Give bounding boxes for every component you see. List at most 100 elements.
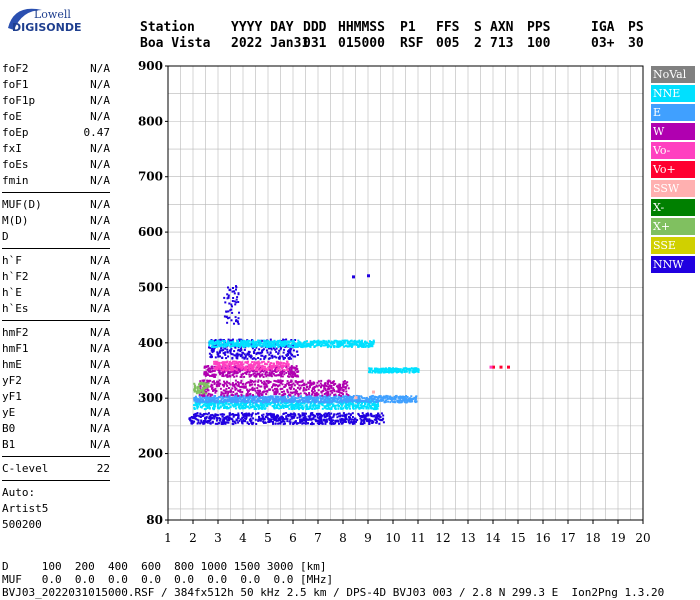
echo-point-e	[337, 396, 340, 399]
echo-point-nnw	[227, 338, 230, 341]
echo-point-x	[201, 392, 204, 395]
echo-point-vo	[241, 361, 244, 364]
echo-point-nne	[258, 343, 261, 345]
echo-point-w	[331, 382, 334, 385]
echo-point-nnw	[282, 420, 285, 423]
echo-point-w	[299, 387, 302, 389]
echo-point-w	[313, 387, 316, 390]
echo-point-w	[203, 379, 206, 382]
echo-point-vo	[272, 362, 275, 365]
echo-point-nnw	[303, 419, 306, 422]
echo-point-e	[199, 395, 201, 398]
echo-point-vo	[233, 364, 236, 367]
param-row: fxI N/A	[2, 141, 110, 157]
echo-point-nne	[284, 402, 286, 405]
echo-point-nnw	[200, 419, 203, 422]
echo-point-e	[277, 396, 280, 399]
echo-point-e	[395, 395, 397, 398]
param-row: h`F2 N/A	[2, 269, 110, 285]
echo-point-nne	[302, 344, 305, 347]
auto-scaling-info: Auto:	[2, 486, 36, 499]
echo-point-vo	[239, 366, 242, 369]
y-tick-label: 200	[138, 447, 163, 461]
echo-point-w	[332, 383, 335, 386]
echo-point-e	[265, 396, 268, 399]
echo-point-e	[248, 395, 251, 398]
echo-point-w	[259, 370, 262, 373]
echo-point-w	[320, 379, 323, 382]
echo-point-w	[277, 379, 280, 382]
param-value: N/A	[90, 94, 110, 107]
echo-point-nne	[298, 344, 300, 347]
echo-point-w	[213, 373, 216, 376]
echo-point-nnw	[382, 414, 385, 417]
echo-point-nnw	[318, 413, 321, 416]
echo-point-e	[218, 396, 221, 398]
echo-point-w	[313, 389, 316, 392]
echo-point-nnw	[263, 421, 265, 424]
echo-point-nnw	[328, 419, 331, 421]
echo-point-e	[375, 399, 378, 401]
echo-point-nne	[372, 370, 374, 372]
echo-point-e	[283, 395, 286, 398]
echo-point-e	[230, 396, 233, 399]
echo-point-nne	[197, 402, 200, 405]
echo-point-nne	[262, 403, 265, 406]
echo-point-nnw	[380, 419, 383, 422]
echo-point-nne	[330, 402, 333, 405]
echo-point-nnw	[292, 423, 295, 425]
echo-point-vo	[249, 368, 252, 371]
echo-point-nne	[297, 339, 300, 342]
echo-point-w	[220, 372, 223, 375]
echo-point-nne	[338, 340, 341, 343]
echo-point-vo	[228, 363, 231, 365]
echo-point-e	[404, 401, 407, 404]
echo-point-w	[233, 372, 236, 375]
echo-point-nne	[242, 340, 245, 343]
echo-point-nne	[325, 344, 328, 347]
echo-point-nne	[227, 403, 230, 406]
echo-point-w	[281, 379, 284, 382]
echo-point-w	[198, 393, 201, 396]
echo-point-e	[311, 400, 314, 403]
echo-point-w	[288, 375, 290, 378]
echo-point-w	[313, 394, 316, 397]
echo-point-e	[374, 400, 377, 403]
echo-point-e	[333, 395, 336, 398]
echo-point-e	[266, 399, 269, 402]
echo-point-nnw	[227, 310, 230, 313]
echo-point-nne	[388, 370, 391, 373]
echo-point-nne	[231, 344, 234, 347]
echo-point-nnw	[216, 414, 219, 417]
echo-point-nnw	[263, 357, 266, 360]
echo-point-nne	[211, 400, 214, 403]
echo-point-nne	[373, 408, 375, 410]
echo-point-e	[352, 395, 355, 397]
echo-point-w	[242, 385, 245, 388]
echo-point-nne	[241, 407, 244, 410]
echo-point-e	[339, 397, 342, 400]
echo-point-nne	[272, 406, 275, 408]
echo-point-w	[335, 390, 338, 393]
echo-point-nne	[363, 405, 366, 407]
echo-point-nne	[275, 344, 278, 346]
echo-point-nnw	[328, 413, 331, 416]
echo-point-nnw	[194, 417, 197, 420]
param-name: M(D)	[2, 214, 29, 227]
echo-point-nne	[219, 345, 221, 348]
echo-point-nnw	[189, 416, 192, 419]
echo-point-w	[229, 383, 232, 386]
echo-point-nnw	[224, 351, 227, 354]
echo-point-nnw	[370, 413, 373, 416]
echo-point-vo	[280, 362, 283, 365]
echo-point-nnw	[211, 413, 214, 416]
echo-point-nne	[232, 404, 235, 407]
echo-point-nne	[330, 406, 333, 409]
echo-point-w	[281, 387, 284, 390]
echo-point-nne	[258, 340, 261, 343]
param-name: fxI	[2, 142, 22, 155]
echo-point-w	[344, 386, 347, 389]
echo-point-w	[322, 384, 325, 387]
echo-point-nne	[273, 403, 276, 406]
echo-point-e	[273, 399, 276, 401]
